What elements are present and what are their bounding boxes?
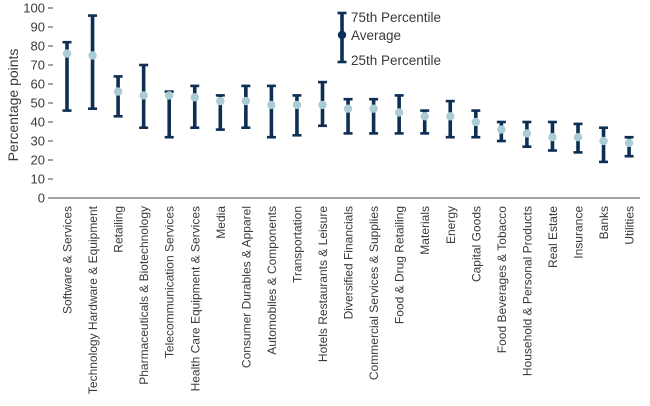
- range-item: [241, 84, 251, 129]
- category-label: Materials: [418, 206, 432, 255]
- legend-average-icon: [337, 30, 347, 40]
- y-tick-label: 10: [31, 172, 45, 187]
- category-label: Capital Goods: [469, 206, 483, 282]
- average-point: [88, 51, 97, 60]
- average-point: [548, 133, 557, 142]
- y-axis-title: Percentage points: [5, 49, 21, 162]
- category-label: Insurance: [572, 206, 586, 259]
- category-label: Automobiles & Components: [265, 206, 279, 355]
- category-label: Banks: [597, 206, 611, 239]
- average-point: [394, 108, 404, 117]
- average-point: [369, 104, 378, 113]
- range-item: [471, 109, 481, 139]
- legend-75th-label: 75th Percentile: [351, 10, 441, 25]
- y-tick-label: 70: [31, 58, 45, 73]
- category-label: Telecommunication Services: [163, 206, 177, 358]
- average-point: [420, 112, 429, 121]
- range-item: [445, 99, 455, 139]
- range-item: [369, 97, 379, 135]
- category-label: Real Estate: [546, 206, 560, 268]
- average-point: [113, 87, 123, 96]
- average-point: [446, 112, 455, 121]
- average-point: [267, 100, 276, 110]
- category-label: Hotels Restaurants & Leisure: [316, 206, 330, 362]
- average-point: [139, 91, 148, 100]
- range-item: [164, 90, 174, 139]
- y-tick-label: 30: [31, 134, 45, 149]
- average-point: [343, 104, 353, 113]
- category-label: Diversified Financials: [342, 206, 356, 319]
- range-item: [624, 135, 634, 158]
- average-point: [241, 96, 251, 106]
- y-tick-label: 20: [31, 153, 45, 168]
- average-point: [573, 133, 583, 142]
- average-point: [292, 100, 302, 110]
- average-point: [599, 136, 608, 146]
- average-point: [624, 138, 634, 148]
- percentile-ranges: [62, 14, 634, 164]
- category-label: Household & Personal Products: [520, 206, 534, 376]
- range-item: [394, 94, 404, 135]
- average-point: [62, 49, 72, 58]
- average-point: [471, 117, 480, 127]
- y-tick-label: 100: [23, 1, 45, 16]
- average-point: [522, 129, 532, 138]
- legend-25th-label: 25th Percentile: [351, 53, 441, 68]
- range-item: [599, 126, 609, 164]
- category-label: Technology Hardware & Equipment: [86, 205, 100, 394]
- range-item: [62, 40, 72, 112]
- category-label: Energy: [444, 206, 458, 244]
- category-label: Transportation: [290, 206, 304, 283]
- y-tick-label: 40: [31, 115, 45, 130]
- y-axis: 0 10 20 30 40 50 60 70 80 90 100: [23, 1, 640, 206]
- range-item: [113, 75, 123, 118]
- category-label: Retailing: [112, 206, 126, 253]
- category-label: Food Beverages & Tobacco: [495, 206, 509, 354]
- category-label: Health Care Equipment & Services: [188, 206, 202, 391]
- x-axis-labels: Software & Services Technology Hardware &…: [61, 205, 637, 394]
- range-item: [420, 109, 430, 135]
- range-item: [318, 80, 327, 128]
- average-point: [165, 91, 174, 100]
- category-label: Food & Drug Retailing: [393, 206, 407, 324]
- range-item: [522, 120, 532, 148]
- category-label: Pharmaceuticals & Biotechnology: [137, 206, 151, 385]
- y-tick-label: 60: [31, 77, 45, 92]
- average-point: [318, 100, 327, 110]
- y-tick-label: 50: [31, 96, 45, 111]
- category-label: Media: [214, 206, 228, 239]
- range-item: [139, 63, 149, 129]
- range-item: [547, 120, 557, 152]
- range-item: [573, 122, 583, 154]
- range-item: [292, 94, 302, 137]
- range-item: [88, 14, 98, 110]
- category-label: Commercial Services & Supplies: [367, 206, 381, 380]
- legend-average-label: Average: [351, 28, 401, 43]
- y-tick-label: 0: [38, 191, 45, 206]
- range-item: [343, 97, 353, 135]
- legend: 75th Percentile Average 25th Percentile: [337, 10, 441, 68]
- category-label: Consumer Durables & Apparel: [239, 206, 253, 368]
- range-item: [496, 120, 506, 143]
- range-item: [190, 84, 200, 129]
- average-point: [216, 96, 225, 106]
- average-point: [190, 93, 199, 102]
- range-item: [266, 84, 276, 139]
- y-tick-label: 90: [31, 20, 45, 35]
- y-tick-label: 80: [31, 39, 45, 54]
- category-label: Utilities: [623, 206, 637, 245]
- category-label: Software & Services: [61, 206, 75, 314]
- average-point: [497, 125, 506, 134]
- range-item: [215, 94, 225, 131]
